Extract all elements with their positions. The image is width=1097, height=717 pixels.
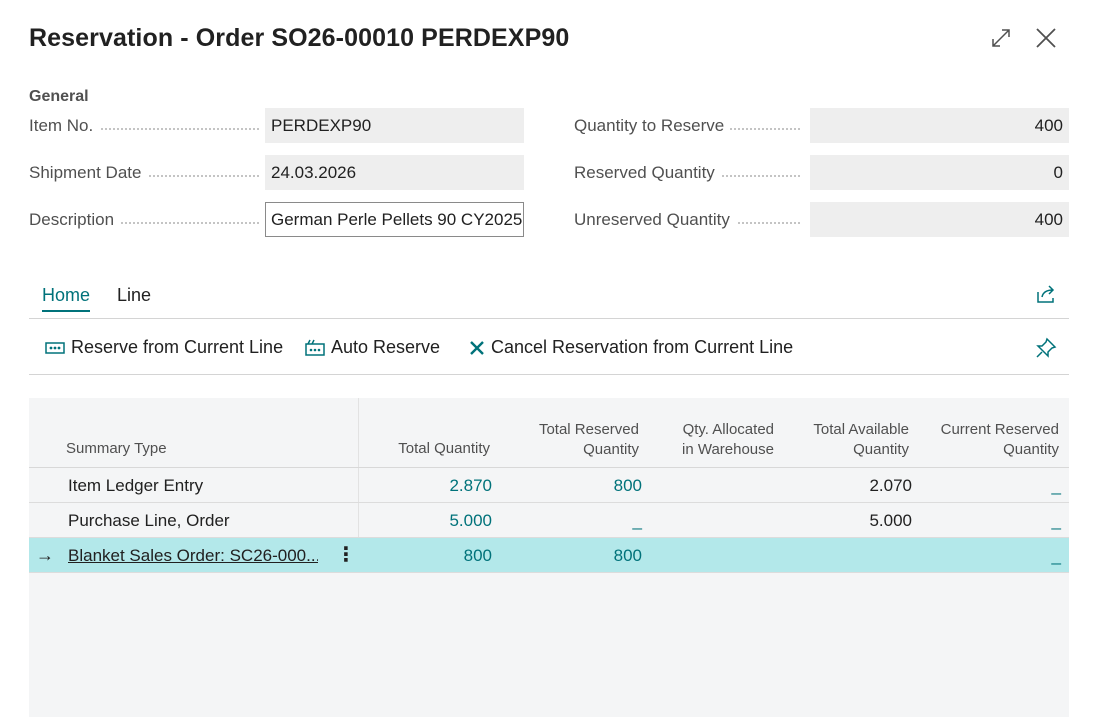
cell-total-reserved[interactable]: 800: [613, 546, 642, 565]
auto-reserve-icon: [305, 339, 325, 356]
item-no-label: Item No.: [29, 116, 259, 136]
cancel-reservation-button[interactable]: Cancel Reservation from Current Line: [469, 337, 793, 358]
reserve-from-current-line-button[interactable]: Reserve from Current Line: [45, 337, 283, 358]
shipment-date-field[interactable]: 24.03.2026: [265, 155, 524, 190]
cell-total-reserved[interactable]: 800: [613, 476, 642, 495]
quantity-to-reserve-label: Quantity to Reserve: [574, 116, 800, 136]
table-row[interactable]: Item Ledger Entry 2.870 800 2.070 _: [29, 468, 1069, 503]
action-tabs: Home Line: [29, 285, 1069, 319]
quantity-to-reserve-field[interactable]: 400: [810, 108, 1069, 143]
reserved-quantity-label: Reserved Quantity: [574, 163, 800, 183]
auto-reserve-button[interactable]: Auto Reserve: [305, 337, 440, 358]
tab-home-underline: [42, 310, 90, 312]
cell-summary-type-link[interactable]: Blanket Sales Order: SC26-000...: [68, 546, 318, 565]
tab-home[interactable]: Home: [42, 285, 91, 305]
reserved-quantity-field[interactable]: 0: [810, 155, 1069, 190]
table-row[interactable]: Purchase Line, Order 5.000 _ 5.000 _: [29, 503, 1069, 538]
cell-current-reserved[interactable]: _: [1051, 511, 1061, 530]
action-bar: Reserve from Current Line Auto Reserve C…: [29, 319, 1069, 375]
cell-total-quantity[interactable]: 5.000: [449, 511, 492, 530]
auto-reserve-label: Auto Reserve: [331, 337, 441, 357]
tab-line[interactable]: Line: [117, 285, 152, 305]
share-icon[interactable]: [1035, 283, 1057, 305]
row-marker-arrow-icon: →: [36, 545, 54, 565]
item-no-field[interactable]: PERDEXP90: [265, 108, 524, 143]
header-total-available-quantity[interactable]: Total Available Quantity: [813, 421, 909, 458]
cancel-reservation-label: Cancel Reservation from Current Line: [491, 337, 794, 357]
row-menu-icon[interactable]: ⋮: [336, 544, 356, 566]
reservation-summary-grid: Summary Type Total Quantity Total Reserv…: [29, 398, 1069, 717]
unreserved-quantity-label: Unreserved Quantity: [574, 210, 800, 230]
cell-current-reserved[interactable]: _: [1051, 476, 1061, 495]
reserve-from-current-line-label: Reserve from Current Line: [71, 337, 284, 357]
cell-total-quantity[interactable]: 800: [463, 546, 492, 565]
header-summary-type[interactable]: Summary Type: [66, 440, 167, 457]
cell-summary-type: Item Ledger Entry: [68, 476, 204, 495]
header-total-reserved-quantity[interactable]: Total Reserved Quantity: [538, 421, 639, 458]
description-field[interactable]: German Perle Pellets 90 CY2025: [265, 202, 524, 237]
description-label: Description: [29, 210, 259, 230]
cell-total-available: 5.000: [869, 511, 912, 530]
column-divider: [358, 398, 359, 573]
cell-total-reserved[interactable]: _: [632, 511, 642, 530]
reserve-line-icon: [45, 341, 65, 354]
general-section-label: General: [29, 88, 89, 105]
pin-icon[interactable]: [1035, 337, 1057, 359]
header-current-reserved-quantity[interactable]: Current Reserved Quantity: [940, 421, 1059, 458]
page-title: Reservation - Order SO26-00010 PERDEXP90: [29, 24, 570, 52]
header-total-quantity[interactable]: Total Quantity: [398, 440, 490, 457]
cell-total-quantity[interactable]: 2.870: [449, 476, 492, 495]
cell-total-available: 2.070: [869, 476, 912, 495]
grid-header: Summary Type Total Quantity Total Reserv…: [29, 398, 1069, 468]
table-row-selected[interactable]: → Blanket Sales Order: SC26-000... ⋮ 800…: [29, 538, 1069, 573]
cancel-icon: [470, 340, 484, 355]
shipment-date-label: Shipment Date: [29, 163, 259, 183]
expand-icon[interactable]: [990, 27, 1012, 49]
unreserved-quantity-field[interactable]: 400: [810, 202, 1069, 237]
cell-current-reserved[interactable]: _: [1051, 546, 1061, 565]
cell-summary-type: Purchase Line, Order: [68, 511, 230, 530]
close-icon[interactable]: [1035, 27, 1057, 49]
header-qty-allocated-in-warehouse[interactable]: Qty. Allocated in Warehouse: [682, 421, 774, 458]
